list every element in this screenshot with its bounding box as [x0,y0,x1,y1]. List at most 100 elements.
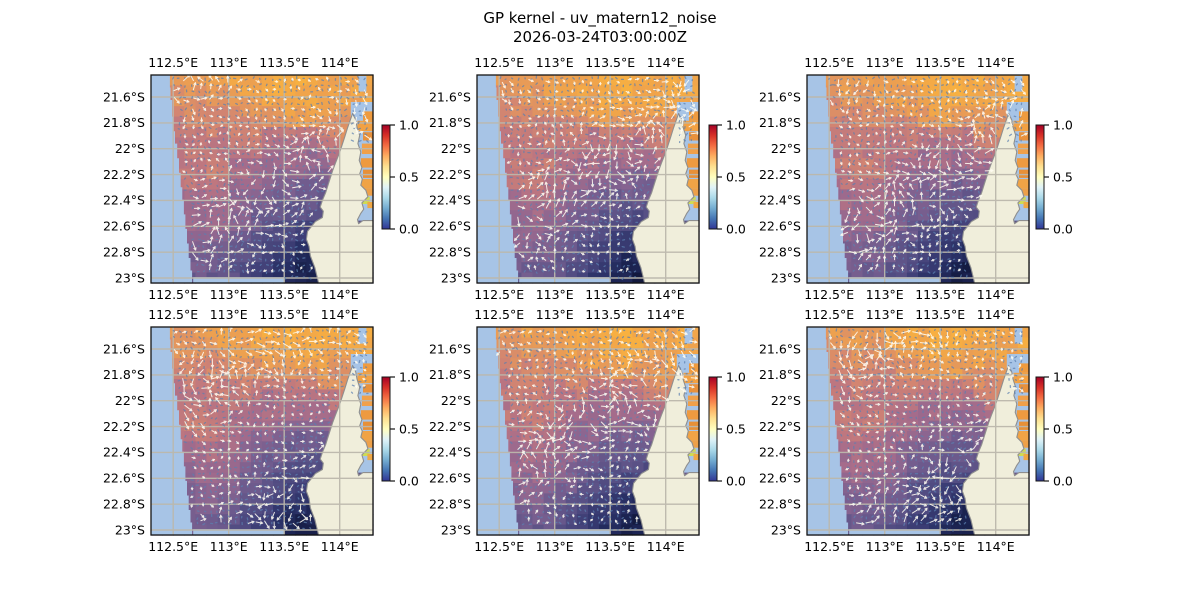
y-tick-label: 22.6°S [103,471,145,486]
plot-frame [476,74,700,284]
x-tick-label-bottom: 113°E [866,287,904,302]
x-tick-label-top: 114°E [977,55,1015,70]
y-tick-label: 22.8°S [103,245,145,260]
y-tick-label: 21.6°S [429,341,471,356]
y-tick-label: 22.2°S [759,419,801,434]
y-tick-label: 22.2°S [429,167,471,182]
quiver-arrows [829,329,1025,526]
ocean-top-notch [684,76,693,92]
x-tick-label-top: 112.5°E [804,307,854,322]
x-tick-label-top: 113.5°E [915,55,965,70]
y-tick-label: 23°S [115,270,145,285]
colorbar-tick-label: 1.0 [726,117,746,132]
y-tick-label: 22°S [115,393,145,408]
x-tick-label-top: 114°E [321,55,359,70]
ocean-nodata-south [193,277,285,283]
panel-sample-6: 112.5°E 112.5°E 113°E 113°E 113.5°E 113.5°E 11… [759,307,1073,554]
panel-sample-2: 112.5°E 112.5°E 113°E 113°E 113.5°E 113.5°E 11… [429,55,746,302]
x-tick-label-top: 113°E [866,307,904,322]
x-tick-label-top: 114°E [647,307,685,322]
y-tick-label: 21.8°S [103,367,145,382]
y-tick-label: 22.8°S [429,245,471,260]
y-tick-label: 22.2°S [759,167,801,182]
y-tick-label: 22.6°S [429,219,471,234]
ocean-nodata-south [193,529,285,535]
y-tick-label: 22.2°S [103,419,145,434]
y-tick-label: 22.4°S [759,193,801,208]
ocean-nodata-west [807,75,850,283]
x-tick-label-bottom: 114°E [647,539,685,554]
figure-title-line1: GP kernel - uv_matern12_noise [483,9,717,27]
plot-frame [806,74,1030,284]
x-tick-label-top: 112.5°E [474,55,524,70]
ocean-nodata-south [519,529,611,535]
ocean-nodata-south [849,277,941,283]
colorbar-gradient [708,124,718,230]
x-tick-label-top: 113°E [536,55,574,70]
x-tick-label-bottom: 113°E [210,287,248,302]
y-tick-label: 22.4°S [759,445,801,460]
colorbar-tick-label: 0.5 [399,421,419,436]
ocean-nodata-west [151,75,194,283]
y-tick-label: 22°S [771,393,801,408]
y-tick-label: 22.6°S [429,471,471,486]
plot-frame [476,326,700,536]
y-tick-label: 23°S [771,522,801,537]
y-tick-label: 23°S [771,270,801,285]
y-tick-label: 23°S [115,522,145,537]
x-tick-label-bottom: 114°E [977,539,1015,554]
y-tick-label: 21.8°S [759,367,801,382]
colorbar-tick-label: 0.5 [726,421,746,436]
panel-sample-1: 112.5°E 112.5°E 113°E 113°E 113.5°E 113.5°E 11… [103,55,419,302]
x-tick-label-top: 114°E [647,55,685,70]
y-tick-label: 21.6°S [759,89,801,104]
quiver-dots [827,75,1024,279]
ocean-nodata-west [477,75,520,283]
y-tick-label: 22.6°S [759,471,801,486]
colorbar: 1.0 0.5 0.0 [1035,369,1073,488]
x-tick-label-top: 113°E [210,55,248,70]
y-tick-label: 21.6°S [759,341,801,356]
y-tick-label: 22.8°S [103,497,145,512]
x-tick-label-top: 112.5°E [148,307,198,322]
panel-sample-4: 112.5°E 112.5°E 113°E 113°E 113.5°E 113.5°E 11… [103,307,419,554]
x-tick-label-bottom: 113.5°E [259,539,309,554]
y-tick-label: 21.8°S [429,115,471,130]
x-tick-label-bottom: 112.5°E [148,539,198,554]
x-tick-label-bottom: 112.5°E [804,539,854,554]
ocean-nodata-south [519,277,611,283]
colorbar: 1.0 0.5 0.0 [708,117,746,236]
quiver-dots [172,75,369,280]
figure-title-line2: 2026-03-24T03:00:00Z [513,28,687,46]
plot-frame [150,326,374,536]
ocean-nodata-west [477,327,520,535]
colorbar-tick-label: 1.0 [399,369,419,384]
x-tick-label-bottom: 113°E [536,539,574,554]
colorbar-tick-label: 1.0 [399,117,419,132]
y-tick-label: 22.8°S [759,245,801,260]
ocean-top-notch [684,328,693,344]
x-tick-label-bottom: 113°E [866,539,904,554]
x-tick-label-bottom: 113.5°E [259,287,309,302]
x-tick-label-bottom: 113.5°E [585,539,635,554]
y-tick-label: 21.8°S [103,115,145,130]
x-tick-label-bottom: 114°E [321,539,359,554]
colorbar: 1.0 0.5 0.0 [381,369,419,488]
y-tick-label: 22.4°S [103,445,145,460]
x-tick-label-top: 113.5°E [585,307,635,322]
y-tick-label: 22.8°S [759,497,801,512]
quiver-arrows [830,78,1028,272]
colorbar-tick-label: 0.5 [399,169,419,184]
colorbar-tick-label: 1.0 [1053,117,1073,132]
x-tick-label-top: 114°E [977,307,1015,322]
colorbar-gradient [381,376,391,482]
colorbar-gradient [1035,124,1045,230]
colorbar-tick-label: 0.5 [1053,421,1073,436]
x-tick-label-bottom: 113.5°E [585,287,635,302]
colorbar-tick-label: 0.0 [726,473,746,488]
x-tick-label-top: 113.5°E [915,307,965,322]
ocean-top-notch [358,328,367,344]
x-tick-label-bottom: 113.5°E [915,539,965,554]
y-tick-label: 22.6°S [759,219,801,234]
y-tick-label: 23°S [441,522,471,537]
